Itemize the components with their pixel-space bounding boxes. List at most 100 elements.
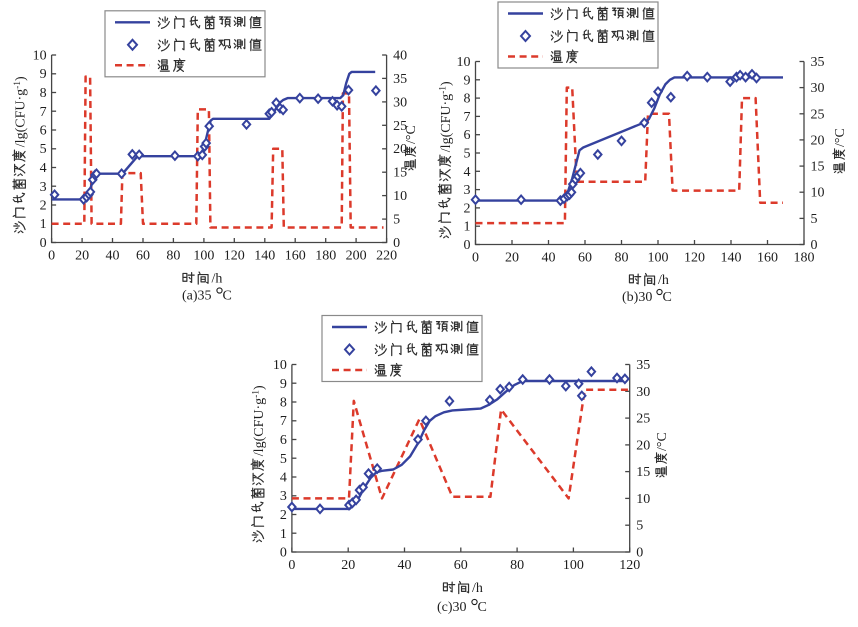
svg-text:5: 5	[811, 212, 818, 227]
svg-text:220: 220	[376, 249, 397, 264]
svg-text:20: 20	[505, 251, 519, 266]
svg-text:10: 10	[33, 49, 47, 64]
svg-text:60: 60	[136, 249, 150, 264]
svg-text:180: 180	[794, 251, 815, 266]
svg-text:20: 20	[811, 133, 825, 148]
svg-text:20: 20	[636, 438, 650, 453]
svg-text:6: 6	[464, 128, 471, 143]
svg-text:2: 2	[40, 199, 47, 214]
svg-text:2: 2	[280, 508, 287, 523]
svg-text:8: 8	[464, 92, 471, 107]
svg-text:3: 3	[280, 489, 287, 504]
svg-text:35: 35	[811, 55, 825, 70]
svg-text:40: 40	[542, 251, 556, 266]
svg-text:160: 160	[285, 249, 306, 264]
svg-text:25: 25	[636, 412, 650, 427]
svg-text:80: 80	[166, 249, 180, 264]
svg-text:7: 7	[40, 105, 47, 120]
svg-text:1: 1	[40, 217, 47, 232]
svg-text:/lg(CFU·g-1): /lg(CFU·g-1)	[439, 81, 455, 152]
svg-text:5: 5	[636, 519, 643, 534]
svg-text:60: 60	[454, 558, 468, 573]
svg-text:140: 140	[254, 249, 275, 264]
svg-text:/°C: /°C	[404, 125, 419, 144]
svg-text:100: 100	[193, 249, 214, 264]
svg-text:200: 200	[346, 249, 367, 264]
svg-text:0: 0	[464, 238, 471, 253]
svg-text:25: 25	[811, 107, 825, 122]
svg-text:9: 9	[40, 67, 47, 82]
svg-text:3: 3	[40, 180, 47, 195]
svg-text:C: C	[223, 289, 232, 304]
svg-text:/°C: /°C	[655, 432, 670, 451]
svg-text:/°C: /°C	[833, 128, 848, 147]
svg-text:/h: /h	[658, 273, 669, 288]
svg-text:5: 5	[280, 452, 287, 467]
svg-text:30: 30	[636, 385, 650, 400]
svg-text:10: 10	[273, 358, 287, 373]
svg-text:0: 0	[472, 251, 479, 266]
svg-text:20: 20	[341, 558, 355, 573]
svg-text:120: 120	[619, 558, 640, 573]
svg-text:(c)30: (c)30	[437, 600, 467, 615]
svg-text:C: C	[478, 600, 487, 615]
svg-text:/h: /h	[472, 581, 483, 596]
svg-text:9: 9	[464, 73, 471, 88]
svg-text:35: 35	[393, 72, 407, 87]
svg-text:0: 0	[40, 236, 47, 251]
svg-text:80: 80	[615, 251, 629, 266]
svg-text:(a)35: (a)35	[182, 289, 212, 304]
svg-text:6: 6	[40, 124, 47, 139]
svg-text:C: C	[663, 290, 672, 305]
svg-text:80: 80	[510, 558, 524, 573]
svg-text:15: 15	[811, 160, 825, 175]
svg-text:40: 40	[393, 49, 407, 64]
svg-text:7: 7	[280, 414, 287, 429]
svg-text:180: 180	[315, 249, 336, 264]
svg-text:120: 120	[684, 251, 705, 266]
svg-text:20: 20	[393, 142, 407, 157]
svg-text:7: 7	[464, 110, 471, 125]
svg-text:40: 40	[398, 558, 412, 573]
svg-text:/h: /h	[212, 272, 223, 287]
svg-text:30: 30	[393, 95, 407, 110]
svg-text:2: 2	[464, 201, 471, 216]
svg-text:3: 3	[464, 183, 471, 198]
svg-text:8: 8	[280, 396, 287, 411]
svg-text:5: 5	[40, 142, 47, 157]
svg-text:0: 0	[811, 238, 818, 253]
svg-text:140: 140	[721, 251, 742, 266]
svg-text:0: 0	[48, 249, 55, 264]
svg-text:120: 120	[224, 249, 245, 264]
svg-text:1: 1	[280, 527, 287, 542]
svg-text:0: 0	[288, 558, 295, 573]
svg-text:100: 100	[563, 558, 584, 573]
svg-text:10: 10	[393, 189, 407, 204]
svg-text:4: 4	[464, 165, 471, 180]
svg-text:40: 40	[106, 249, 120, 264]
svg-text:0: 0	[393, 236, 400, 251]
svg-text:15: 15	[636, 465, 650, 480]
svg-text:10: 10	[457, 55, 471, 70]
svg-text:35: 35	[636, 358, 650, 373]
svg-text:5: 5	[393, 213, 400, 228]
svg-text:/lg(CFU·g-1): /lg(CFU·g-1)	[13, 76, 29, 147]
svg-text:4: 4	[40, 161, 47, 176]
svg-text:0: 0	[280, 546, 287, 561]
svg-text:30: 30	[811, 81, 825, 96]
svg-text:20: 20	[75, 249, 89, 264]
svg-text:10: 10	[636, 492, 650, 507]
svg-text:1: 1	[464, 220, 471, 235]
svg-text:4: 4	[280, 471, 287, 486]
svg-text:/lg(CFU·g-1): /lg(CFU·g-1)	[252, 385, 268, 456]
svg-text:25: 25	[393, 119, 407, 134]
svg-text:10: 10	[811, 186, 825, 201]
svg-text:100: 100	[648, 251, 669, 266]
svg-text:160: 160	[757, 251, 778, 266]
svg-text:9: 9	[280, 377, 287, 392]
svg-text:8: 8	[40, 86, 47, 101]
svg-text:15: 15	[393, 166, 407, 181]
svg-text:0: 0	[636, 546, 643, 561]
svg-text:(b)30: (b)30	[622, 290, 652, 305]
svg-text:6: 6	[280, 433, 287, 448]
